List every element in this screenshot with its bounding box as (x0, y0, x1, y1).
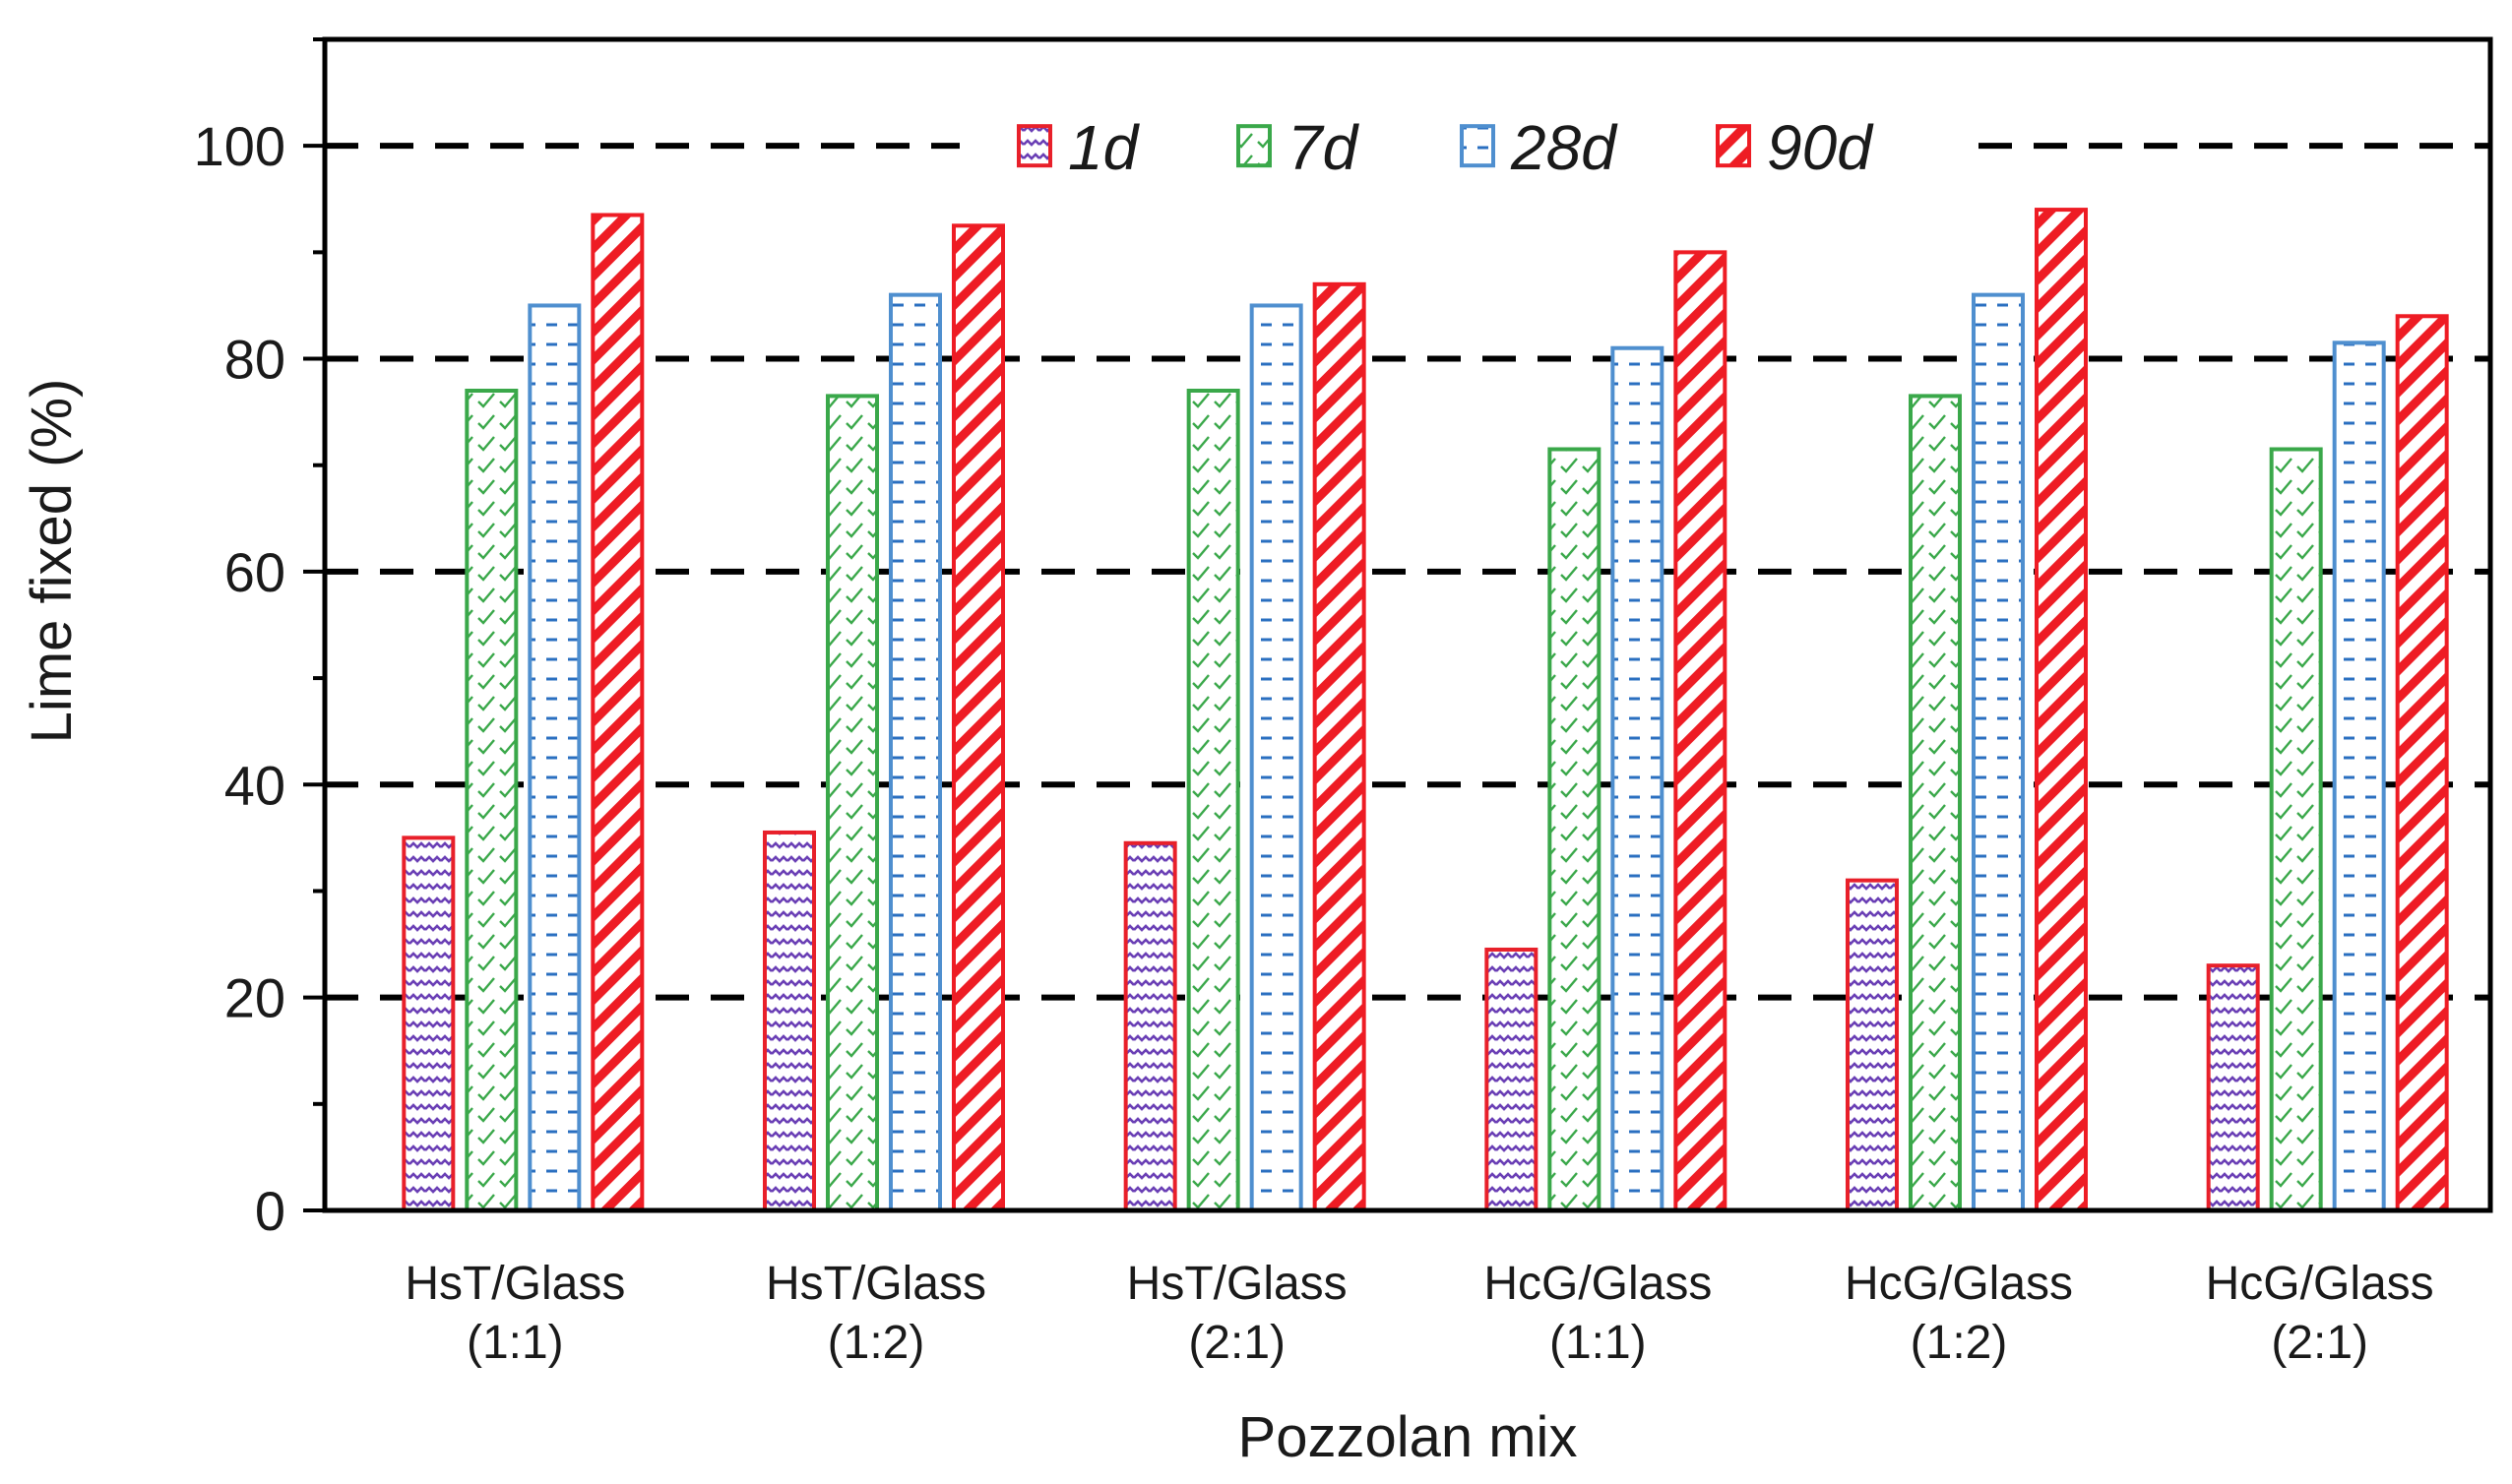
bar-7d-2 (826, 394, 879, 1212)
bar-7d-4 (1547, 447, 1601, 1212)
bar-28d-3 (1249, 303, 1303, 1213)
bar-90d-2 (952, 223, 1005, 1212)
bar-7d-6 (2269, 447, 2323, 1212)
y-tick-label: 20 (224, 967, 285, 1029)
legend-swatch-28d (1460, 124, 1495, 168)
x-category-sublabel: (2:1) (2271, 1317, 2368, 1369)
x-category-label: HcG/Glass (1845, 1258, 2073, 1310)
x-category-label: HcG/Glass (1483, 1258, 1712, 1310)
bar-28d-6 (2332, 340, 2386, 1212)
y-tick-label: 80 (224, 329, 285, 391)
legend-label-7d: 7d (1287, 112, 1360, 183)
legend: 1d 7d 28d 90d (960, 96, 1964, 196)
bar-90d-5 (2035, 208, 2088, 1213)
bar-1d-3 (1123, 840, 1177, 1212)
x-axis-title: Pozzolan mix (1238, 1405, 1578, 1469)
bar-1d-1 (402, 835, 456, 1212)
x-category-sublabel: (1:2) (828, 1317, 925, 1369)
bar-1d-4 (1484, 947, 1539, 1212)
y-tick-label: 0 (255, 1180, 285, 1242)
y-tick-label: 60 (224, 541, 285, 603)
bar-1d-2 (763, 830, 816, 1212)
bar-90d-1 (591, 213, 645, 1212)
x-category-label: HsT/Glass (405, 1258, 625, 1310)
legend-label-28d: 28d (1510, 112, 1618, 183)
legend-label-90d: 90d (1767, 112, 1874, 183)
bar-1d-5 (1846, 878, 1899, 1212)
x-category-sublabel: (2:1) (1188, 1317, 1286, 1369)
legend-swatch-90d (1716, 124, 1751, 168)
bar-1d-6 (2206, 963, 2260, 1212)
gridlines (325, 143, 2490, 1001)
legend-swatch-7d (1236, 124, 1272, 168)
x-category-label: HsT/Glass (766, 1258, 986, 1310)
x-category-label: HsT/Glass (1127, 1258, 1348, 1310)
bar-7d-5 (1909, 394, 1962, 1212)
y-axis-title: Lime fixed (%) (20, 379, 84, 744)
bar-28d-2 (889, 292, 942, 1212)
y-tick-label: 100 (194, 115, 285, 177)
bar-28d-4 (1610, 345, 1664, 1212)
plot-frame (322, 36, 2493, 1213)
bar-90d-4 (1673, 250, 1727, 1212)
bar-90d-6 (2395, 314, 2449, 1213)
bar-7d-1 (465, 389, 519, 1212)
bar-90d-3 (1312, 281, 1366, 1212)
bar-28d-1 (528, 303, 582, 1213)
x-category-label: HcG/Glass (2206, 1258, 2434, 1310)
legend-swatch-1d (1017, 124, 1052, 168)
y-tick-label: 40 (224, 754, 285, 816)
bar-28d-5 (1972, 292, 2025, 1212)
x-category-sublabel: (1:2) (1911, 1317, 2008, 1369)
bars (402, 208, 2449, 1213)
legend-label-1d: 1d (1068, 112, 1141, 183)
y-axis-ticks: 0 20 40 60 80 100 (194, 37, 325, 1242)
x-category-sublabel: (1:1) (467, 1317, 564, 1369)
x-category-sublabel: (1:1) (1549, 1317, 1647, 1369)
bar-7d-3 (1186, 389, 1240, 1212)
x-axis-category-labels: HsT/Glass (1:1) HsT/Glass (1:2) HsT/Glass (2:… (405, 1258, 2433, 1369)
